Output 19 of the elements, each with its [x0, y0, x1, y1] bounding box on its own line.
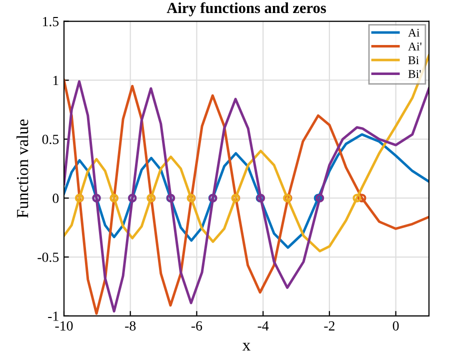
x-tick-label: -6: [191, 321, 202, 331]
x-tick-label: -2: [324, 321, 334, 330]
legend-label: Ai: [408, 28, 420, 37]
chart-title: Airy functions and zeros: [166, 2, 326, 16]
x-tick-label: -4: [258, 321, 269, 330]
y-tick-label: 1: [53, 76, 58, 86]
x-axis-title: x: [242, 342, 250, 351]
x-tick-label: -8: [125, 321, 136, 331]
y-tick-label: 1.5: [42, 16, 59, 26]
y-tick-label: -1: [48, 312, 58, 321]
y-tick-label: -0.5: [38, 252, 59, 262]
x-tick-label: 0: [392, 321, 399, 331]
legend-label: Ai': [408, 42, 422, 50]
x-tick-label: -10: [55, 321, 73, 331]
y-tick-label: 0.5: [42, 134, 59, 144]
y-axis-title: Function value: [16, 119, 28, 218]
legend-label: Bi': [408, 70, 421, 78]
y-tick-label: 0: [52, 194, 59, 204]
legend-label: Bi: [408, 56, 419, 64]
